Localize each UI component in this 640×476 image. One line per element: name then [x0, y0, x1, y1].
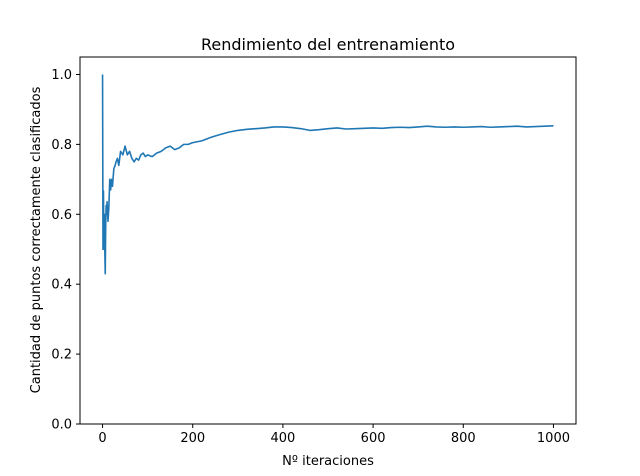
- y-tick-label: 0.6: [51, 208, 72, 223]
- x-tick-label: 800: [451, 431, 476, 446]
- y-axis-label: Cantidad de puntos correctamente clasifi…: [29, 86, 44, 393]
- x-tick-label: 600: [361, 431, 386, 446]
- x-axis-label: Nº iteraciones: [282, 454, 374, 469]
- y-tick-label: 0.2: [51, 348, 72, 363]
- plot-frame: [79, 56, 577, 425]
- x-tick-label: 1000: [537, 431, 570, 446]
- y-tick-label: 0.4: [51, 278, 72, 293]
- x-tick-label: 200: [180, 431, 205, 446]
- y-tick-label: 0.8: [51, 138, 72, 153]
- chart-title: Rendimiento del entrenamiento: [201, 35, 455, 54]
- x-tick-label: 0: [98, 431, 106, 446]
- y-tick-label: 0.0: [51, 418, 72, 433]
- x-tick-label: 400: [270, 431, 295, 446]
- series-line-0: [101, 74, 554, 275]
- y-tick-label: 1.0: [51, 68, 72, 83]
